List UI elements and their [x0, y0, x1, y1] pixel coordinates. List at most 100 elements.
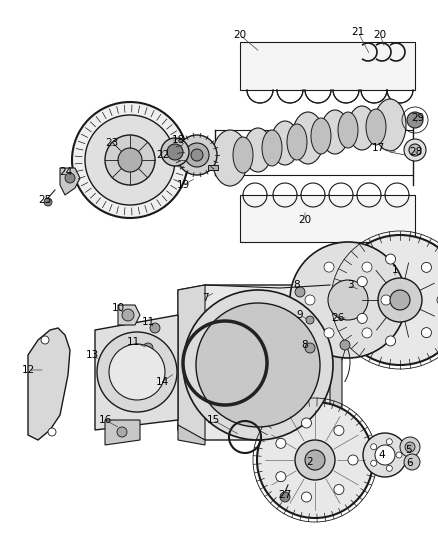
Text: 7: 7: [201, 293, 208, 303]
Circle shape: [421, 328, 431, 337]
Ellipse shape: [366, 109, 386, 145]
Circle shape: [362, 262, 372, 272]
Text: 20: 20: [233, 30, 247, 40]
Circle shape: [301, 418, 311, 428]
Circle shape: [386, 439, 392, 445]
Ellipse shape: [348, 106, 376, 150]
Text: 23: 23: [106, 138, 119, 148]
Text: 24: 24: [60, 167, 73, 177]
Ellipse shape: [321, 110, 349, 154]
Circle shape: [371, 444, 377, 450]
Polygon shape: [178, 285, 342, 440]
Circle shape: [183, 290, 333, 440]
Circle shape: [404, 454, 420, 470]
Text: 22: 22: [156, 150, 170, 160]
Ellipse shape: [233, 137, 253, 173]
Circle shape: [305, 295, 315, 305]
Text: 26: 26: [332, 313, 345, 323]
Ellipse shape: [338, 112, 358, 148]
Circle shape: [371, 460, 377, 466]
Circle shape: [295, 287, 305, 297]
Circle shape: [334, 425, 344, 435]
Circle shape: [97, 332, 177, 412]
Circle shape: [407, 112, 423, 128]
Circle shape: [400, 437, 420, 457]
Circle shape: [421, 262, 431, 272]
Circle shape: [437, 295, 438, 305]
Text: 1: 1: [392, 265, 398, 275]
Text: 11: 11: [141, 317, 155, 327]
Text: 2: 2: [307, 457, 313, 467]
Circle shape: [301, 492, 311, 502]
Text: 19: 19: [177, 180, 190, 190]
Text: 28: 28: [410, 147, 423, 157]
Circle shape: [404, 139, 426, 161]
Text: 21: 21: [351, 27, 364, 37]
Text: 18: 18: [171, 135, 185, 145]
Text: 13: 13: [85, 350, 99, 360]
Ellipse shape: [374, 99, 406, 151]
Circle shape: [48, 428, 56, 436]
Circle shape: [117, 427, 127, 437]
Circle shape: [363, 433, 407, 477]
Circle shape: [385, 254, 396, 264]
Text: 9: 9: [297, 310, 303, 320]
Circle shape: [335, 235, 438, 365]
Text: 12: 12: [21, 365, 35, 375]
Text: 16: 16: [99, 415, 112, 425]
Ellipse shape: [262, 130, 282, 166]
Circle shape: [290, 242, 406, 358]
Text: 3: 3: [347, 280, 353, 290]
Circle shape: [109, 344, 165, 400]
Circle shape: [378, 278, 422, 322]
Circle shape: [362, 328, 372, 338]
Circle shape: [122, 309, 134, 321]
Circle shape: [305, 343, 315, 353]
Text: 5: 5: [405, 445, 411, 455]
Polygon shape: [330, 285, 342, 440]
Circle shape: [150, 323, 160, 333]
Text: 8: 8: [294, 280, 300, 290]
Ellipse shape: [212, 130, 248, 186]
Circle shape: [280, 492, 290, 502]
Circle shape: [340, 340, 350, 350]
Ellipse shape: [292, 112, 324, 164]
Bar: [240, 42, 415, 90]
Circle shape: [396, 452, 402, 458]
Circle shape: [185, 143, 209, 167]
Text: 14: 14: [155, 377, 169, 387]
Circle shape: [161, 138, 189, 166]
Circle shape: [276, 438, 286, 448]
Polygon shape: [95, 315, 178, 430]
Circle shape: [196, 303, 320, 427]
Polygon shape: [60, 168, 80, 195]
Circle shape: [65, 173, 75, 183]
Ellipse shape: [311, 118, 331, 154]
Ellipse shape: [244, 128, 272, 172]
Circle shape: [41, 336, 49, 344]
Circle shape: [167, 144, 183, 160]
Bar: [240, 195, 415, 242]
Circle shape: [177, 135, 217, 175]
Circle shape: [328, 280, 368, 320]
Circle shape: [85, 115, 175, 205]
Text: 29: 29: [411, 113, 424, 123]
Text: 20: 20: [298, 215, 311, 225]
Circle shape: [385, 336, 396, 346]
Text: 10: 10: [111, 303, 124, 313]
Polygon shape: [28, 328, 70, 440]
Circle shape: [324, 262, 334, 272]
Text: 15: 15: [206, 415, 219, 425]
Text: 17: 17: [371, 143, 385, 153]
Circle shape: [357, 277, 367, 287]
Text: 20: 20: [374, 30, 387, 40]
Circle shape: [191, 149, 203, 161]
Circle shape: [143, 343, 153, 353]
Polygon shape: [105, 420, 140, 445]
Ellipse shape: [271, 121, 299, 165]
Text: 4: 4: [379, 450, 385, 460]
Polygon shape: [178, 425, 205, 445]
Circle shape: [390, 290, 410, 310]
Polygon shape: [118, 305, 140, 325]
Circle shape: [324, 328, 334, 338]
